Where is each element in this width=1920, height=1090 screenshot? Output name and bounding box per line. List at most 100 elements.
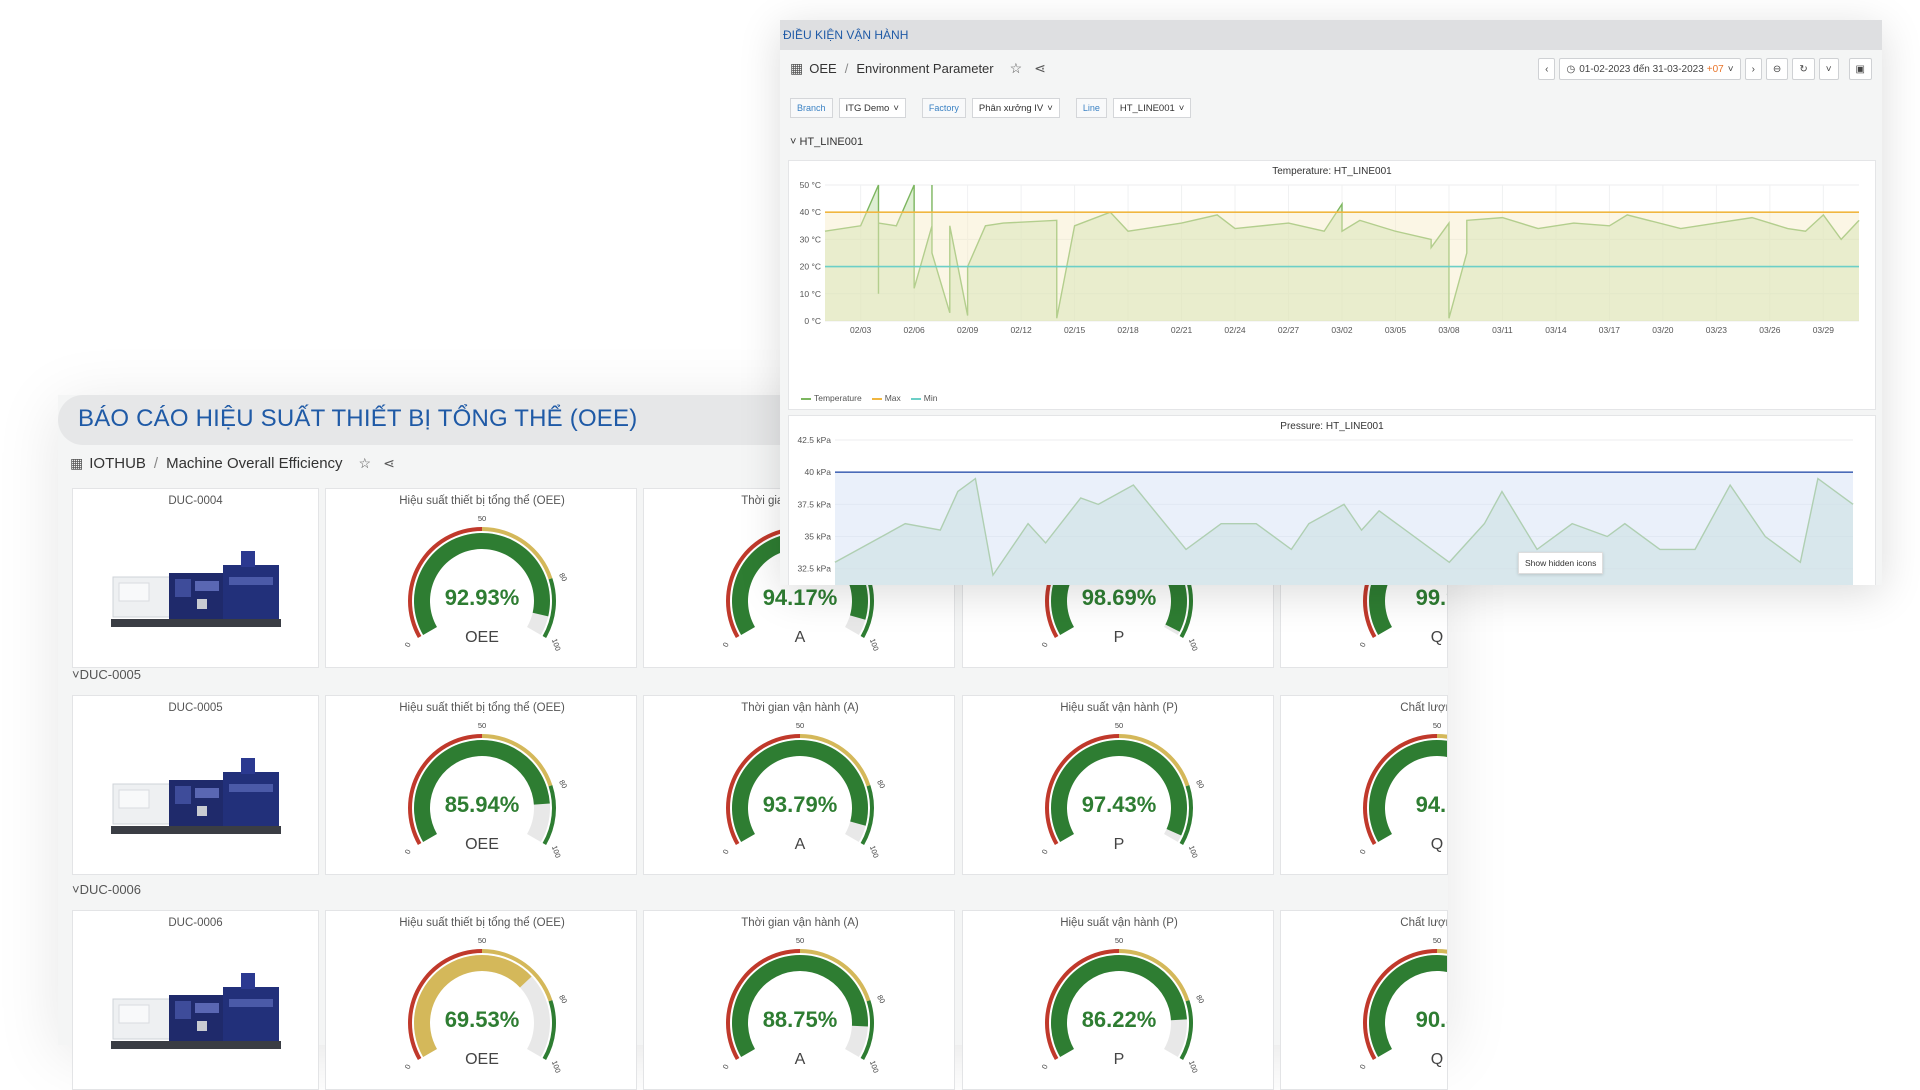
zoom-out-button[interactable]: ⊖ xyxy=(1765,58,1789,80)
dashboard-grid-icon[interactable]: ▦ xyxy=(790,60,804,76)
show-hidden-icons-tooltip[interactable]: Show hidden icons xyxy=(1518,552,1604,574)
gauge-value-arc xyxy=(414,740,550,842)
dashboard-grid-icon[interactable]: ▦ xyxy=(70,454,84,471)
gauge-scale-label: 50 xyxy=(478,721,486,730)
breadcrumb-separator: / xyxy=(844,61,849,76)
series-line-temperature[interactable] xyxy=(824,184,1860,319)
gauge-card-oee: Hiệu suất thiết bị tổng thể (OEE) 0 50 80 10… xyxy=(325,695,637,875)
gauge-scale-label: 0 xyxy=(1358,848,1368,855)
gauge-threshold-bad xyxy=(1045,949,1119,1060)
filter-label-branch: Branch xyxy=(790,98,833,118)
monitor-icon: ▣ xyxy=(1855,63,1865,75)
gauge-value-arc xyxy=(414,954,532,1057)
injection-machine-image xyxy=(111,758,281,834)
gauge-threshold-bad xyxy=(408,949,482,1060)
legend-item-temperature[interactable]: Temperature xyxy=(801,393,862,403)
gauge-threshold-warn xyxy=(482,734,553,787)
star-icon[interactable]: ☆ xyxy=(358,454,372,471)
share-icon[interactable]: ⋖ xyxy=(1034,60,1046,76)
gauge-value-text: 98.69% xyxy=(1081,585,1157,610)
share-icon[interactable]: ⋖ xyxy=(383,454,395,471)
env-window-title: ĐIỀU KIỆN VẬN HÀNH xyxy=(783,28,909,42)
env-breadcrumb: ▦ OEE / Environment Parameter ☆ ⋖ xyxy=(790,60,1046,77)
gauge-threshold-warn xyxy=(800,734,871,787)
row-title: HT_LINE001 xyxy=(799,136,864,148)
filter-select-line[interactable]: HT_LINE001 ˅ xyxy=(1112,98,1192,118)
machine-row-toggle[interactable]: ˅DUC-0006 xyxy=(72,882,141,897)
gauge-scale-label: 50 xyxy=(478,514,486,523)
gauge-title: Hiệu suất vận hành (P) xyxy=(1060,917,1178,929)
y-tick-label: 37.5 kPa xyxy=(797,499,831,509)
series-area-temperature xyxy=(825,185,1859,321)
y-tick-label: 0 °C xyxy=(804,316,821,326)
gauge-scale-label: 0 xyxy=(721,1063,731,1070)
gauge-card-oee: Hiệu suất thiết bị tổng thể (OEE) 0 50 80 10… xyxy=(325,488,637,668)
star-icon[interactable]: ☆ xyxy=(1009,60,1023,76)
filter-label-factory: Factory xyxy=(921,98,966,118)
refresh-button[interactable]: ↻ xyxy=(1792,58,1815,80)
breadcrumb-root-link[interactable]: IOTHUB xyxy=(89,454,146,472)
refresh-interval-dropdown[interactable]: ˅ xyxy=(1818,58,1839,80)
time-back-button[interactable]: ‹ xyxy=(1538,58,1556,80)
gauge-scale-label: 0 xyxy=(403,641,413,648)
gauge-scale-label: 50 xyxy=(1433,721,1441,730)
gauge-scale-label: 80 xyxy=(1194,778,1206,790)
gauge-threshold-warn xyxy=(1437,734,1447,739)
injection-machine-image xyxy=(111,973,281,1049)
gauge-value-arc xyxy=(732,955,868,1057)
x-tick-label: 03/23 xyxy=(1706,325,1728,335)
gauge-threshold-good xyxy=(1179,785,1193,845)
gauge-metric-label: OEE xyxy=(465,836,499,853)
gauge-value-arc xyxy=(414,533,550,635)
gauge-threshold-bad xyxy=(726,527,800,638)
gauge-card-q: Chất lượng vả0508010090.8Q xyxy=(1280,910,1448,1090)
gauge-value-text: 94.17% xyxy=(762,585,838,610)
filter-label-line: Line xyxy=(1075,98,1107,118)
row-collapse-toggle[interactable]: ˅ HT_LINE001 xyxy=(790,136,863,148)
gauge-threshold-bad xyxy=(726,949,800,1060)
x-tick-label: 02/18 xyxy=(1117,325,1139,335)
tv-mode-button[interactable]: ▣ xyxy=(1848,58,1872,80)
gauge-threshold-bad xyxy=(1363,949,1437,1060)
oee-page-title: BÁO CÁO HIỆU SUẤT THIẾT BỊ TỔNG THỂ (OEE… xyxy=(78,405,638,432)
chevron-down-icon: ˅ xyxy=(1727,63,1734,75)
gauge-threshold-warn xyxy=(1437,949,1447,954)
gauge-scale-label: 80 xyxy=(875,993,887,1005)
gauge-scale-label: 0 xyxy=(403,848,413,855)
x-tick-label: 03/26 xyxy=(1759,325,1781,335)
pressure-chart-panel: Pressure: HT_LINE001 32.5 kPa 35 kPa 37.5 … xyxy=(788,415,1876,585)
gauge-scale-label: 50 xyxy=(796,721,804,730)
injection-machine-image xyxy=(111,551,281,627)
chevron-down-icon: ˅ xyxy=(1825,63,1832,75)
gauge-threshold-good xyxy=(1179,578,1193,638)
chevron-down-icon: ˅ xyxy=(72,667,80,682)
gauge-card-a: Thời gian vận hành (A) 0 50 80 100 93.79% A xyxy=(643,695,955,875)
time-range-picker[interactable]: ◷ 01-02-2023 đến 31-03-2023 +07 ˅ xyxy=(1559,58,1741,80)
gauge-title: Hiệu suất thiết bị tổng thể (OEE) xyxy=(399,495,565,507)
gauge-value-arc xyxy=(732,740,868,842)
gauge-scale-label: 0 xyxy=(721,848,731,855)
gauge-scale-label: 80 xyxy=(557,571,569,583)
machine-image-card: DUC-0005 xyxy=(72,695,319,875)
gauge-chart: 0 50 80 100 xyxy=(721,936,887,1074)
machine-row-title: DUC-0005 xyxy=(79,667,142,682)
gauge-metric-label: Q xyxy=(1430,629,1444,646)
legend-item-max[interactable]: Max xyxy=(871,393,901,403)
time-forward-button[interactable]: › xyxy=(1744,58,1762,80)
legend-item-min[interactable]: Min xyxy=(910,393,937,403)
breadcrumb-page-title: Machine Overall Efficiency xyxy=(166,454,343,472)
gauge-title: Chất lượng vả xyxy=(1400,702,1447,714)
gauge-value-text: 94.0 xyxy=(1415,792,1447,817)
gauge-scale-label: 0 xyxy=(403,1063,413,1070)
breadcrumb-page-title: Environment Parameter xyxy=(856,61,994,76)
gauge-scale-label: 80 xyxy=(875,778,887,790)
gauge-card-p: Hiệu suất vận hành (P) 0 50 80 100 86.22% P xyxy=(962,910,1274,1090)
filter-select-branch[interactable]: ITG Demo ˅ xyxy=(838,98,906,118)
x-tick-label: 02/12 xyxy=(1010,325,1032,335)
gauge-threshold-bad xyxy=(408,527,482,638)
breadcrumb-root-link[interactable]: OEE xyxy=(809,61,837,76)
machine-row-toggle[interactable]: ˅DUC-0005 xyxy=(72,667,141,682)
gauge-chart: 0 50 80 100 xyxy=(403,721,569,859)
filter-select-factory[interactable]: Phân xưởng IV ˅ xyxy=(971,98,1060,118)
zoom-out-icon: ⊖ xyxy=(1772,63,1782,75)
